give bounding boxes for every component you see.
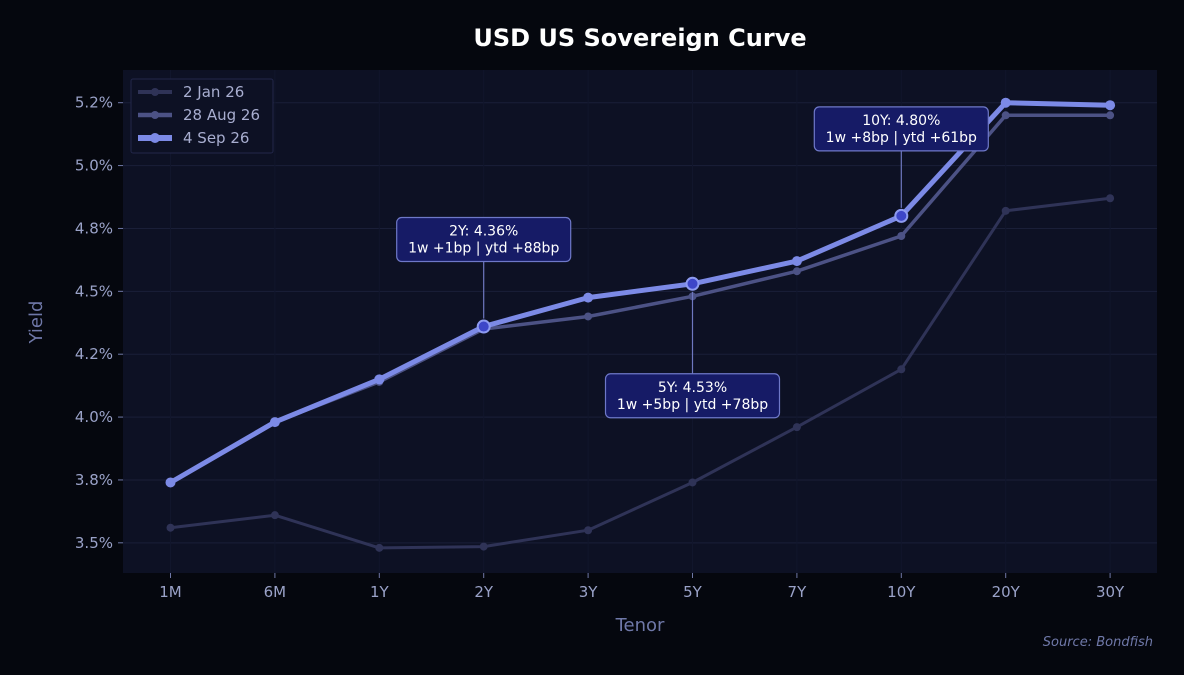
data-point	[792, 423, 801, 432]
data-point	[374, 374, 385, 385]
y-tick-label: 4.8%	[75, 219, 113, 237]
data-point	[1001, 206, 1010, 215]
x-tick-label: 10Y	[887, 583, 916, 601]
y-tick-label: 3.5%	[75, 534, 113, 552]
data-point	[165, 477, 176, 488]
source-note: Source: Bondfish	[1043, 635, 1153, 650]
data-point	[1105, 100, 1116, 111]
data-point	[897, 365, 906, 374]
legend-label: 28 Aug 26	[183, 106, 260, 124]
callout-box	[813, 106, 989, 152]
legend-label: 4 Sep 26	[183, 129, 249, 147]
callout-box	[604, 373, 781, 419]
callout-detail: 1w +1bp | ytd +88bp	[408, 241, 559, 257]
y-tick-label: 5.0%	[75, 157, 113, 175]
callout-title: 2Y: 4.36%	[449, 224, 518, 240]
y-axis-ticks: 3.5% 3.8% 4.0% 4.2% 4.5% 4.8% 5.0% 5.2%	[75, 94, 123, 552]
data-point	[792, 267, 801, 276]
highlight-marker	[685, 276, 700, 291]
legend-marker	[150, 133, 160, 143]
y-tick-label: 4.2%	[75, 345, 113, 363]
series-line	[168, 100, 1113, 485]
data-point	[166, 523, 175, 532]
x-axis-label: Tenor	[615, 615, 665, 636]
callout-detail: 1w +8bp | ytd +61bp	[826, 130, 977, 146]
callout-detail: 1w +5bp | ytd +78bp	[617, 397, 768, 413]
y-tick-label: 3.8%	[75, 471, 113, 489]
legend-marker	[151, 111, 159, 119]
x-tick-label: 20Y	[992, 583, 1021, 601]
x-tick-label: 5Y	[683, 583, 703, 601]
y-tick-label: 5.2%	[75, 94, 113, 112]
callout-title: 10Y: 4.80%	[862, 113, 940, 129]
callout-box	[396, 216, 572, 263]
callout-5y: 5Y: 4.53%1w +5bp | ytd +78bp	[604, 276, 781, 419]
data-point	[1106, 194, 1115, 203]
legend-label: 2 Jan 26	[183, 83, 244, 101]
plot-area	[123, 70, 1157, 573]
callout-2y: 2Y: 4.36%1w +1bp | ytd +88bp	[396, 216, 572, 334]
y-tick-label: 4.5%	[75, 282, 113, 300]
x-tick-label: 1Y	[370, 583, 390, 601]
data-point	[897, 231, 906, 240]
legend: 2 Jan 26 28 Aug 26 4 Sep 26	[130, 78, 274, 154]
data-point	[791, 256, 802, 267]
y-tick-label: 4.0%	[75, 408, 113, 426]
x-tick-label: 3Y	[579, 583, 599, 601]
highlight-marker	[476, 319, 491, 334]
series-line	[169, 196, 1112, 550]
x-axis-ticks: 1M 6M 1Y 2Y 3Y 5Y 7Y 10Y 20Y 30Y	[159, 573, 1125, 601]
x-tick-label: 2Y	[474, 583, 494, 601]
data-point	[584, 526, 593, 535]
highlight-marker	[894, 208, 909, 223]
legend-marker	[151, 88, 159, 96]
data-point	[375, 543, 384, 552]
callout-10y: 10Y: 4.80%1w +8bp | ytd +61bp	[813, 106, 989, 223]
legend-box	[130, 78, 274, 154]
x-tick-label: 7Y	[788, 583, 808, 601]
x-tick-label: 30Y	[1096, 583, 1125, 601]
data-point	[1000, 97, 1011, 108]
data-point	[479, 542, 488, 551]
data-point	[1106, 111, 1115, 120]
chart-title: USD US Sovereign Curve	[473, 24, 806, 52]
data-point	[269, 417, 280, 428]
data-point	[584, 312, 593, 321]
data-point	[688, 478, 697, 487]
series-layer	[165, 97, 1116, 552]
data-point	[583, 292, 594, 303]
data-point	[1001, 111, 1010, 120]
callout-title: 5Y: 4.53%	[658, 380, 727, 396]
series-1	[166, 194, 1115, 552]
x-tick-label: 1M	[159, 583, 182, 601]
data-point	[270, 511, 279, 520]
y-axis-label: Yield	[26, 301, 47, 345]
x-tick-label: 6M	[264, 583, 287, 601]
